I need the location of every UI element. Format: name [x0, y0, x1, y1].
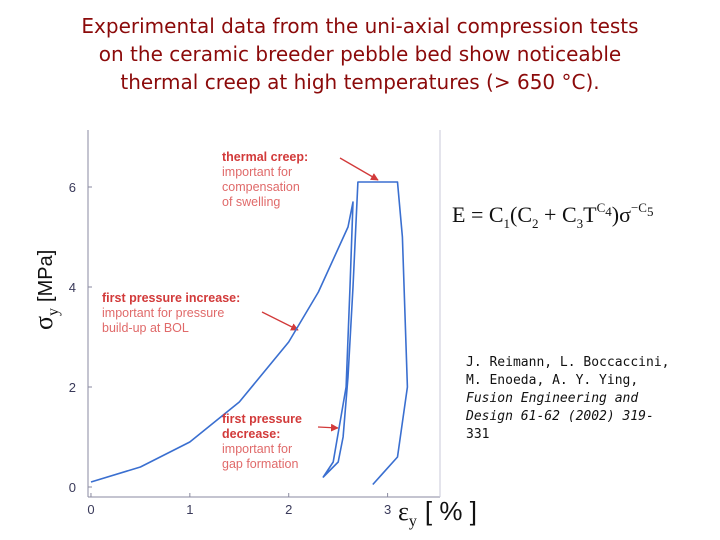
equation-part: 2	[532, 216, 539, 231]
equation-part: 1	[504, 216, 511, 231]
annotation-text: build-up at BOL	[102, 321, 189, 335]
annotation-text: gap formation	[222, 457, 298, 471]
equation-part: (C	[510, 202, 532, 227]
equation-part: + C	[539, 202, 577, 227]
equation-part: E = C	[452, 202, 504, 227]
y-tick-label: 2	[69, 380, 76, 395]
annotation-text: important for pressure	[102, 306, 224, 320]
annotation-title: thermal creep:	[222, 150, 308, 164]
equation-part: 3	[577, 216, 584, 231]
arrow	[261, 311, 299, 331]
x-axis-label: εy [ % ]	[398, 496, 477, 530]
x-label-unit: [ % ]	[425, 496, 477, 526]
data-line	[90, 181, 409, 486]
arrow	[339, 157, 379, 181]
y-tick-label: 0	[69, 480, 76, 495]
y-label-sub: y	[45, 308, 62, 316]
title-line: on the ceramic breeder pebble bed show n…	[99, 42, 621, 66]
reference-line: 331	[466, 427, 489, 442]
equation-part: C	[597, 200, 606, 215]
annotation-text: compensation	[222, 180, 300, 194]
y-tick-label: 6	[69, 180, 76, 195]
x-tick-label: 2	[285, 502, 292, 517]
annotation-title: first pressure	[222, 412, 302, 426]
x-tick-label: 1	[186, 502, 193, 517]
reference-line: M. Enoeda, A. Y. Ying,	[466, 373, 638, 388]
x-label-sub: y	[409, 513, 417, 530]
annotation-title: decrease:	[222, 427, 280, 441]
equation-part: T	[583, 202, 597, 227]
annotation-text: important for	[222, 165, 292, 179]
annotation-text: of swelling	[222, 195, 280, 209]
y-label-symbol: σ	[29, 316, 58, 330]
equation-part: −C	[631, 200, 647, 215]
y-tick-label: 4	[69, 280, 76, 295]
y-axis-label: σy [MPa]	[29, 250, 62, 330]
x-tick-label: 3	[384, 502, 391, 517]
equation-part: 5	[647, 204, 654, 219]
annotation-title: first pressure increase:	[102, 291, 240, 305]
annotation-text: important for	[222, 442, 292, 456]
reference-line: Design 61-62 (2002) 319-	[465, 409, 654, 424]
reference-line: J. Reimann, L. Boccaccini,	[466, 355, 670, 370]
x-tick-label: 0	[87, 502, 94, 517]
equation-part: 4	[605, 204, 612, 219]
y-label-unit: [MPa]	[35, 250, 57, 302]
equation-part: )σ	[612, 202, 631, 227]
title-line: Experimental data from the uni-axial com…	[81, 14, 638, 38]
title-line: thermal creep at high temperatures (> 65…	[120, 70, 599, 94]
arrow	[317, 423, 339, 432]
reference-line: Fusion Engineering and	[466, 391, 638, 406]
x-label-symbol: ε	[398, 497, 409, 526]
equation: E = C1(C2 + C3TC4)σ−C5	[452, 200, 653, 231]
